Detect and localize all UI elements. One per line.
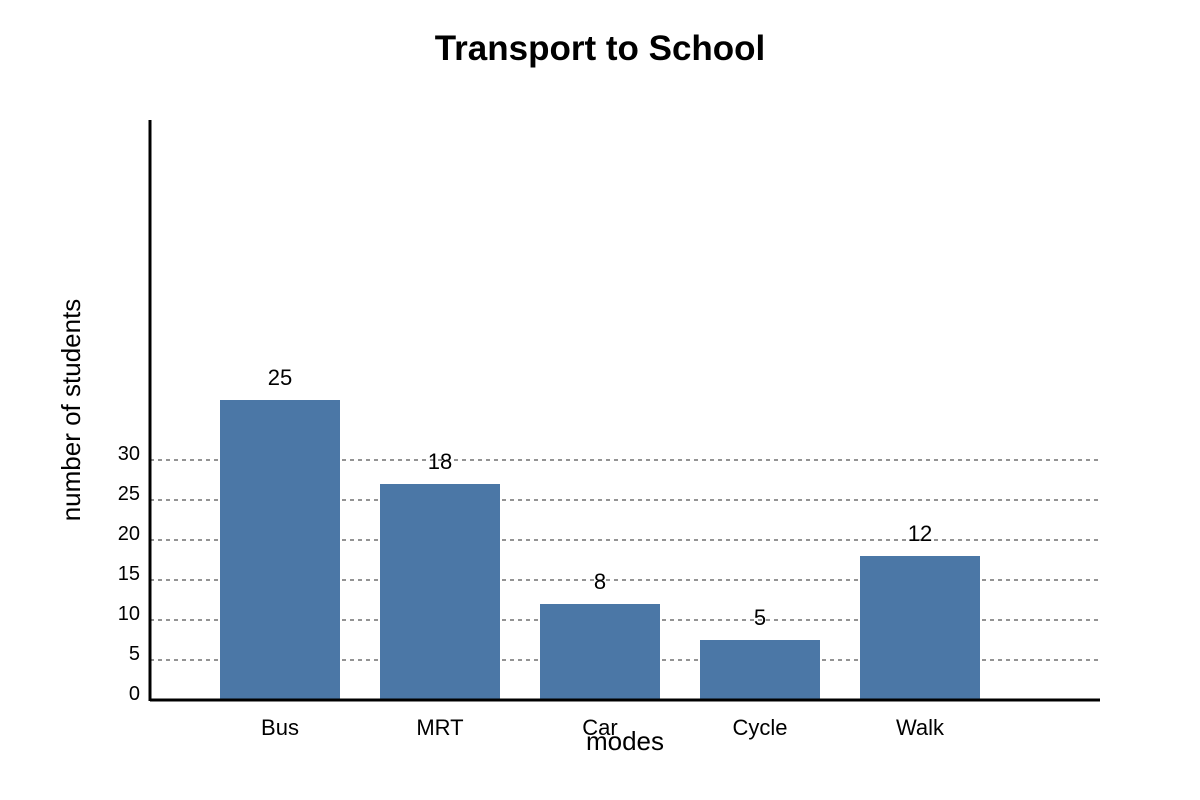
- bar-mrt: [380, 484, 500, 700]
- data-labels: 25 18 8 5 12: [268, 365, 932, 630]
- bar-cycle: [700, 640, 820, 700]
- chart-title: Transport to School: [435, 29, 766, 68]
- x-tick-label-car: Car: [582, 715, 617, 740]
- y-tick-label: 30: [118, 443, 140, 465]
- data-label-mrt: 18: [428, 449, 452, 474]
- bar-walk: [860, 556, 980, 700]
- y-tick-label: 25: [118, 483, 140, 505]
- y-tick-label: 0: [129, 683, 140, 705]
- y-axis-label: number of students: [56, 299, 86, 522]
- x-tick-label-cycle: Cycle: [732, 715, 787, 740]
- y-tick-label: 15: [118, 563, 140, 585]
- y-tick-label: 20: [118, 523, 140, 545]
- y-tick-label: 5: [129, 643, 140, 665]
- y-tick-labels: 0 5 10 15 20 25 30: [118, 443, 140, 705]
- data-label-cycle: 5: [754, 605, 766, 630]
- y-tick-label: 10: [118, 603, 140, 625]
- bar-bus: [220, 400, 340, 700]
- x-tick-label-bus: Bus: [261, 715, 299, 740]
- data-label-walk: 12: [908, 521, 932, 546]
- x-tick-labels: Bus MRT Car Cycle Walk: [261, 715, 945, 740]
- x-tick-label-walk: Walk: [896, 715, 945, 740]
- x-axis-label: modes: [586, 726, 664, 756]
- data-label-bus: 25: [268, 365, 292, 390]
- bars: [220, 400, 980, 700]
- bar-car: [540, 604, 660, 700]
- data-label-car: 8: [594, 569, 606, 594]
- x-tick-label-mrt: MRT: [416, 715, 463, 740]
